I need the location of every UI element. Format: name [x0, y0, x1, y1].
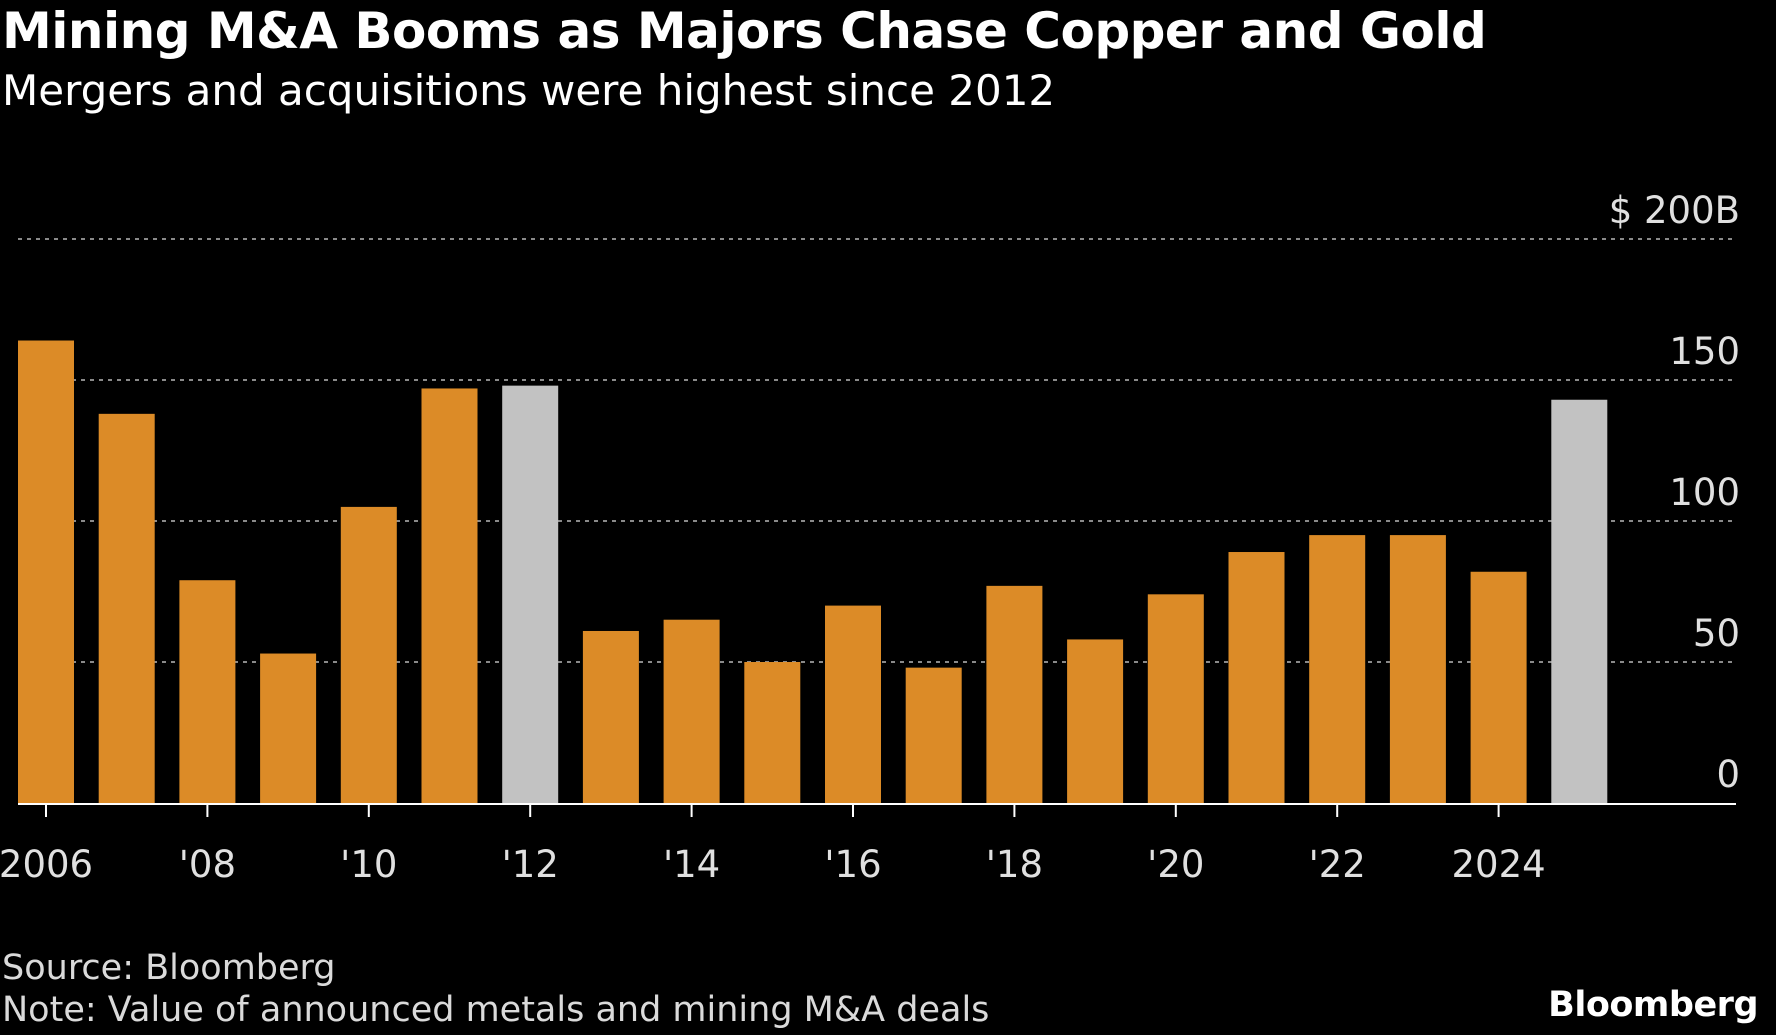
x-tick-label: '14 — [663, 843, 720, 886]
x-axis: 2006 '08 '10 '12 '14 '16 '18 '20 '22 2024 — [0, 803, 1736, 886]
chart-title: Mining M&A Booms as Majors Chase Copper … — [2, 2, 1487, 60]
bar-2019 — [1067, 639, 1124, 803]
bar-2007 — [98, 413, 155, 803]
x-tick-label: '20 — [1147, 843, 1204, 886]
bar-2016 — [825, 605, 881, 803]
footnote: Note: Value of announced metals and mini… — [2, 990, 990, 1030]
y-axis-labels: 0 50 100 150 $ 200B — [1609, 189, 1740, 796]
x-tick-label: '18 — [986, 843, 1043, 886]
y-tick-label: 50 — [1693, 612, 1740, 655]
bars — [18, 340, 1608, 803]
bar-2010 — [340, 506, 397, 803]
bar-2024 — [1470, 571, 1527, 803]
y-tick-label: 0 — [1716, 753, 1740, 796]
x-tick-label: '16 — [824, 843, 881, 886]
bar-2020 — [1147, 594, 1204, 803]
bar-2025 — [1551, 399, 1608, 803]
y-tick-label: $ 200B — [1609, 189, 1740, 232]
x-tick-label: '08 — [179, 843, 236, 886]
bar-2009 — [260, 653, 317, 803]
bar-2015 — [744, 662, 801, 803]
y-tick-label: 100 — [1669, 471, 1740, 514]
x-tick-label: 2024 — [1452, 843, 1546, 886]
bar-2017 — [905, 667, 962, 803]
chart-subtitle: Mergers and acquisitions were highest si… — [2, 66, 1056, 115]
bar-2021 — [1228, 552, 1285, 803]
bar-2018 — [986, 585, 1043, 803]
bar-2014 — [663, 619, 720, 803]
x-tick-label: 2006 — [0, 843, 93, 886]
bar-2011 — [421, 388, 478, 803]
bar-2022 — [1309, 535, 1366, 803]
y-tick-label: 150 — [1669, 330, 1740, 373]
bar-2013 — [582, 630, 639, 803]
x-tick-label: '10 — [340, 843, 397, 886]
source-note: Source: Bloomberg — [2, 948, 336, 988]
bar-2023 — [1389, 535, 1446, 803]
x-tick-label: '12 — [502, 843, 559, 886]
bloomberg-logo: Bloomberg — [1548, 985, 1758, 1025]
x-tick-label: '22 — [1309, 843, 1366, 886]
bar-2006 — [18, 340, 74, 803]
bar-2008 — [179, 580, 236, 803]
bar-2012 — [502, 385, 559, 803]
